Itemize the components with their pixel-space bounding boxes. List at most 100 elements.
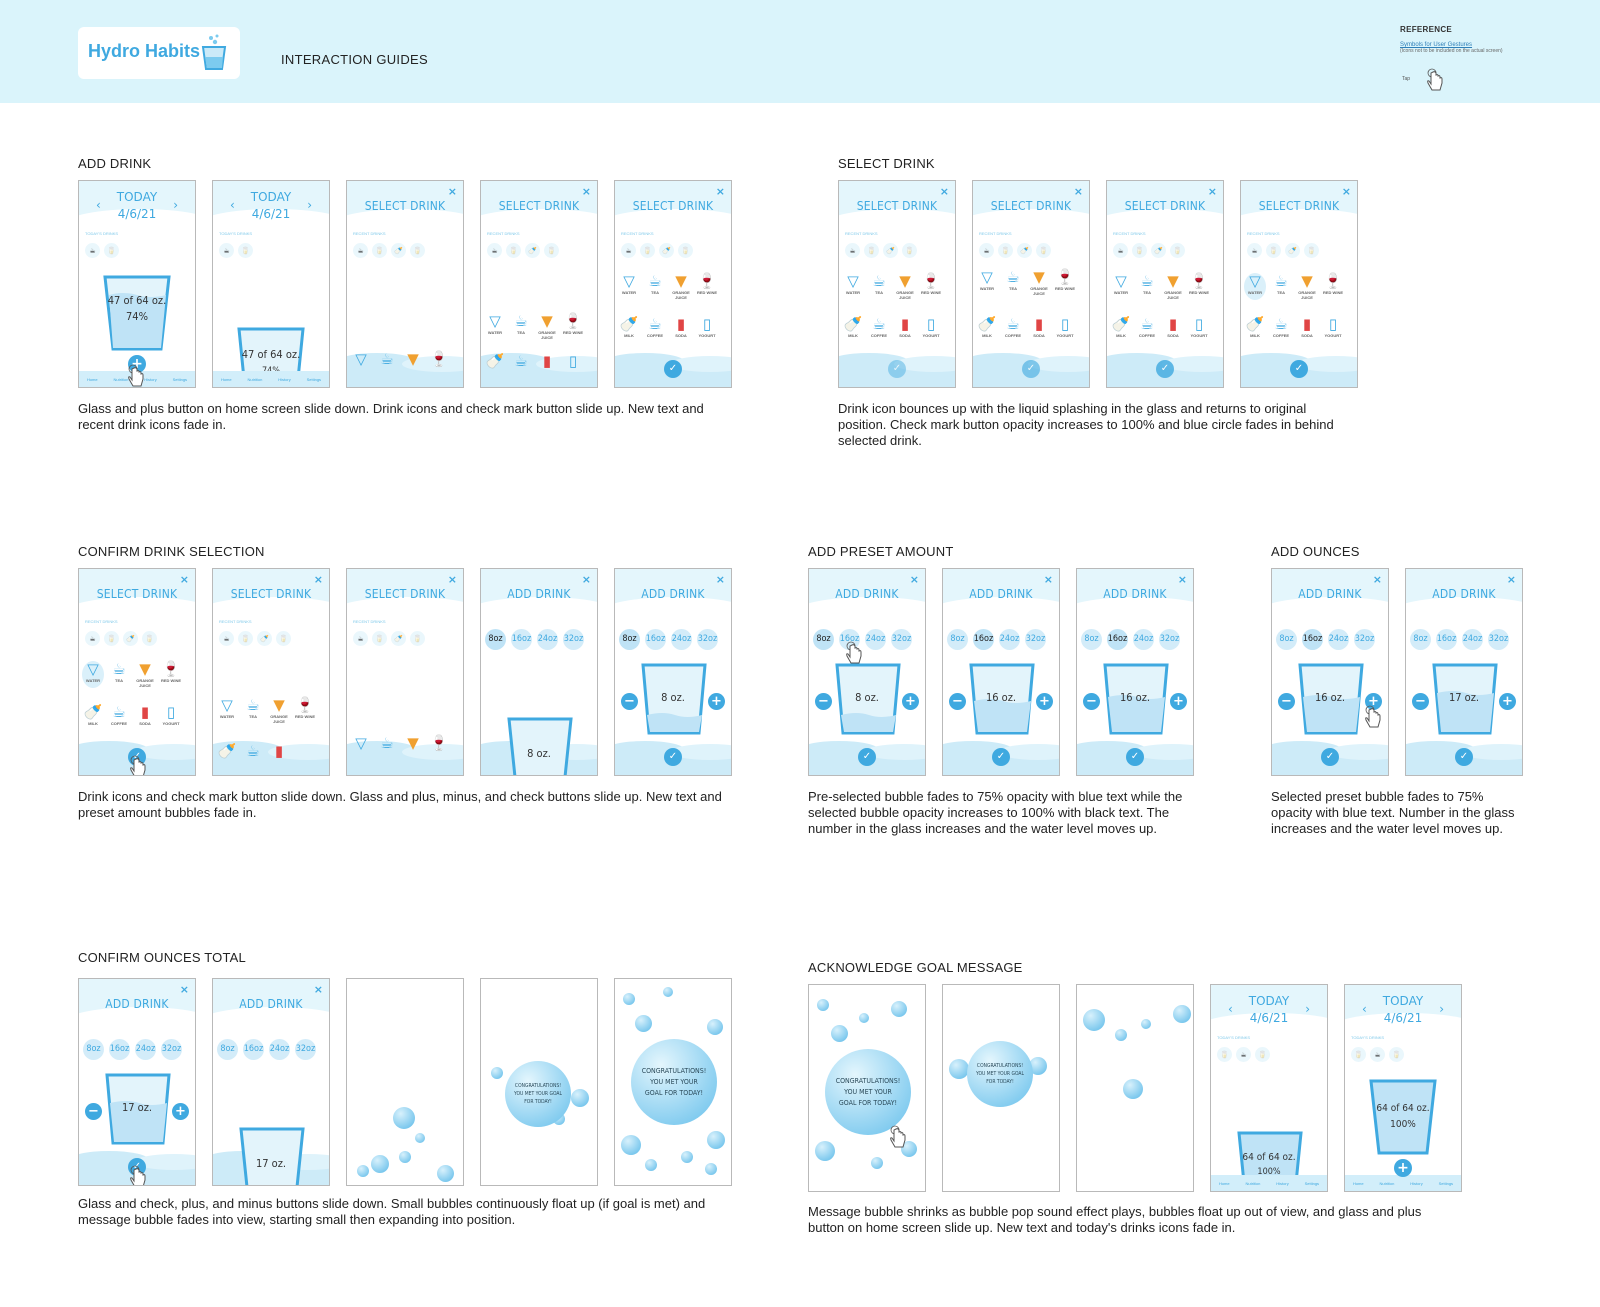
preset-24-bubble[interactable]: 24oz xyxy=(865,629,886,650)
nav-settings[interactable]: Settings xyxy=(1438,1180,1454,1186)
close-icon[interactable]: × xyxy=(1372,573,1382,586)
confirm-check-button[interactable]: ✓ xyxy=(1156,360,1174,378)
close-icon[interactable]: × xyxy=(939,185,949,198)
water-glass-icon[interactable]: ▽ WATER xyxy=(621,272,637,296)
tea-cup-icon[interactable]: ☕ TEA xyxy=(648,272,662,296)
confirm-check-button[interactable]: ✓ xyxy=(992,748,1010,766)
water-glass-icon-selected[interactable]: ▽ WATER xyxy=(1244,273,1266,300)
minus-button[interactable]: − xyxy=(1412,693,1429,710)
next-day-arrow[interactable]: › xyxy=(307,198,312,212)
nav-settings[interactable]: Settings xyxy=(306,376,322,382)
confirm-check-button[interactable]: ✓ xyxy=(1321,748,1339,766)
nav-nutrition[interactable]: Nutrition xyxy=(113,376,129,382)
close-icon[interactable]: × xyxy=(1177,573,1187,586)
milk-bottle-icon[interactable]: 🍼 xyxy=(883,243,898,258)
milk-bottle-icon[interactable]: 🍼 xyxy=(123,631,138,646)
wine-glass-icon[interactable]: 🍷 RED WINE xyxy=(1189,272,1209,296)
milk-bottle-icon[interactable]: 🍼 xyxy=(1017,243,1032,258)
milk-bottle-icon[interactable]: 🍼 MILK xyxy=(977,315,997,339)
nav-history[interactable]: History xyxy=(278,376,291,382)
water-glass-icon[interactable]: 🥛 xyxy=(410,243,425,258)
water-glass-icon[interactable]: ▽ WATER xyxy=(219,696,235,720)
juice-glass-icon[interactable]: ▼ ORANGE JUICE xyxy=(270,696,288,725)
preset-8-bubble[interactable]: 8oz xyxy=(813,629,834,650)
water-glass-icon[interactable]: 🥛 xyxy=(410,631,425,646)
plus-button[interactable]: + xyxy=(172,1103,189,1120)
preset-8-bubble[interactable]: 8oz xyxy=(1410,629,1431,650)
nav-settings[interactable]: Settings xyxy=(1304,1180,1320,1186)
preset-32-bubble[interactable]: 32oz xyxy=(161,1039,182,1060)
nav-nutrition[interactable]: Nutrition xyxy=(1379,1180,1395,1186)
prev-day-arrow[interactable]: ‹ xyxy=(96,198,101,212)
wine-glass-icon[interactable]: 🍷 xyxy=(429,734,449,752)
preset-16-bubble[interactable]: 16oz xyxy=(1302,629,1323,650)
preset-24-bubble[interactable]: 24oz xyxy=(1133,629,1154,650)
water-glass-icon[interactable]: 🥛 xyxy=(104,631,119,646)
water-glass-icon[interactable]: 🥛 xyxy=(238,631,253,646)
close-icon[interactable]: × xyxy=(581,185,591,198)
coffee-cup-icon[interactable]: ☕ xyxy=(979,243,994,258)
coffee-cup-icon[interactable]: ☕ COFFEE xyxy=(870,315,888,339)
soda-can-icon[interactable]: ▮ xyxy=(542,352,552,370)
coffee-cup-icon[interactable]: ☕ COFFEE xyxy=(646,315,664,339)
water-glass-icon[interactable]: 🥛 xyxy=(998,243,1013,258)
prev-day-arrow[interactable]: ‹ xyxy=(1362,1002,1367,1016)
water-glass-icon[interactable]: 🥛 xyxy=(544,243,559,258)
preset-32-bubble[interactable]: 32oz xyxy=(295,1039,316,1060)
confirm-check-button[interactable]: ✓ xyxy=(1290,360,1308,378)
close-icon[interactable]: × xyxy=(1341,185,1351,198)
minus-button[interactable]: − xyxy=(621,693,638,710)
coffee-cup-icon[interactable]: ☕ xyxy=(246,742,260,760)
coffee-cup-icon[interactable]: ☕ xyxy=(845,243,860,258)
preset-16-bubble[interactable]: 16oz xyxy=(973,629,994,650)
water-glass-icon[interactable]: 🥛 xyxy=(1266,243,1281,258)
coffee-cup-icon[interactable]: ☕ xyxy=(353,631,368,646)
yogurt-icon[interactable]: ▯ YOGURT xyxy=(1190,315,1208,339)
coffee-cup-icon[interactable]: ☕ COFFEE xyxy=(1004,315,1022,339)
tea-cup-icon[interactable]: ☕ TEA xyxy=(246,696,260,720)
milk-bottle-icon[interactable]: 🍼 xyxy=(391,631,406,646)
milk-bottle-icon[interactable]: 🍼 xyxy=(525,243,540,258)
water-glass-icon[interactable]: 🥛 xyxy=(372,631,387,646)
preset-24-bubble[interactable]: 24oz xyxy=(999,629,1020,650)
nav-settings[interactable]: Settings xyxy=(172,376,188,382)
preset-8-bubble[interactable]: 8oz xyxy=(217,1039,238,1060)
water-glass-icon[interactable]: ▽ WATER xyxy=(1113,272,1129,296)
coffee-cup-icon[interactable]: ☕ xyxy=(85,631,100,646)
coffee-cup-icon[interactable]: ☕ xyxy=(621,243,636,258)
milk-bottle-icon[interactable]: 🍼 MILK xyxy=(83,703,103,727)
close-icon[interactable]: × xyxy=(1207,185,1217,198)
coffee-cup-icon[interactable]: ☕ xyxy=(353,243,368,258)
close-icon[interactable]: × xyxy=(447,185,457,198)
yogurt-icon[interactable]: ▯ YOGURT xyxy=(698,315,716,339)
preset-32-bubble[interactable]: 32oz xyxy=(1488,629,1509,650)
coffee-cup-icon[interactable]: ☕ COFFEE xyxy=(110,703,128,727)
confirm-check-button[interactable]: ✓ xyxy=(888,360,906,378)
milk-bottle-icon[interactable]: 🍼 xyxy=(391,243,406,258)
milk-bottle-icon[interactable]: 🍼 xyxy=(1151,243,1166,258)
plus-button[interactable]: + xyxy=(902,693,919,710)
preset-16-bubble[interactable]: 16oz xyxy=(1436,629,1457,650)
nav-nutrition[interactable]: Nutrition xyxy=(247,376,263,382)
nav-home[interactable]: Home xyxy=(1218,1180,1230,1186)
plus-button[interactable]: + xyxy=(1036,693,1053,710)
tea-cup-icon[interactable]: ☕ TEA xyxy=(1140,272,1154,296)
preset-16-bubble[interactable]: 16oz xyxy=(511,629,532,650)
water-glass-icon[interactable]: ▽ WATER xyxy=(845,272,861,296)
confirm-check-button[interactable]: ✓ xyxy=(1126,748,1144,766)
water-glass-icon[interactable]: ▽ xyxy=(355,350,367,368)
preset-32-bubble[interactable]: 32oz xyxy=(1159,629,1180,650)
yogurt-icon[interactable]: ▯ YOGURT xyxy=(162,703,180,727)
coffee-cup-icon[interactable]: ☕ COFFEE xyxy=(1138,315,1156,339)
nav-history[interactable]: History xyxy=(144,376,157,382)
juice-glass-icon[interactable]: ▼ ORANGE JUICE xyxy=(136,660,154,689)
water-glass-icon[interactable]: 🥛 xyxy=(1036,243,1051,258)
juice-glass-icon[interactable]: ▼ xyxy=(407,734,419,752)
plus-button[interactable]: + xyxy=(1499,693,1516,710)
water-glass-icon[interactable]: 🥛 xyxy=(276,631,291,646)
water-glass-icon[interactable]: ▽ WATER xyxy=(979,268,995,292)
water-glass-icon-selected[interactable]: ▽ WATER xyxy=(82,661,104,688)
milk-bottle-icon[interactable]: 🍼 xyxy=(257,631,272,646)
reference-link[interactable]: Symbols for User Gestures xyxy=(1400,42,1473,48)
water-glass-icon[interactable]: ▽ xyxy=(355,734,367,752)
